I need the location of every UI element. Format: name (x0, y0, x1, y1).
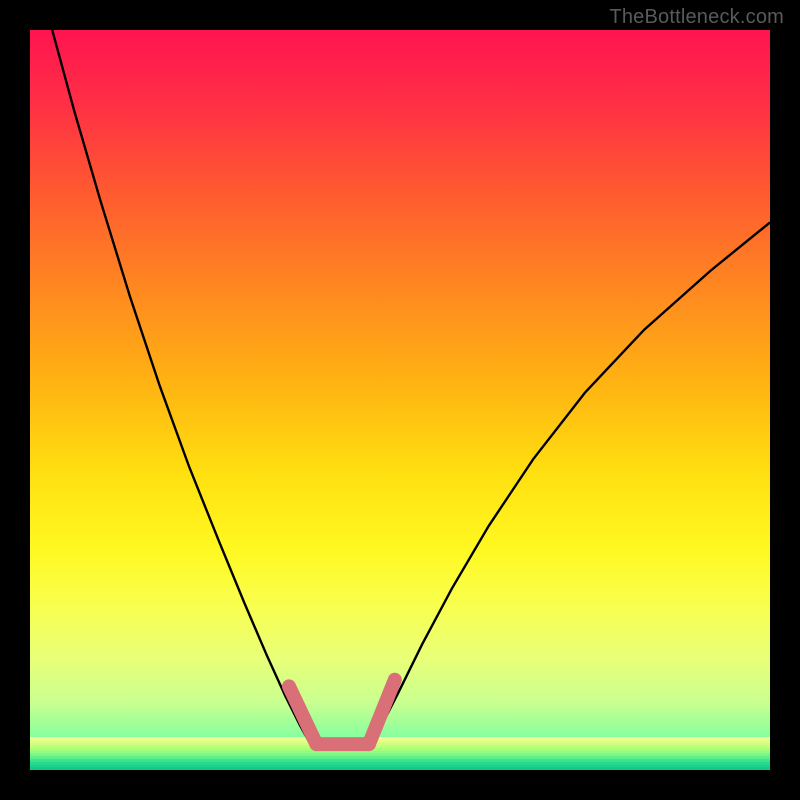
watermark-text: TheBottleneck.com (609, 6, 784, 29)
chart-svg (30, 30, 770, 770)
plot-background (30, 30, 770, 770)
bottom-green-band (30, 737, 770, 770)
